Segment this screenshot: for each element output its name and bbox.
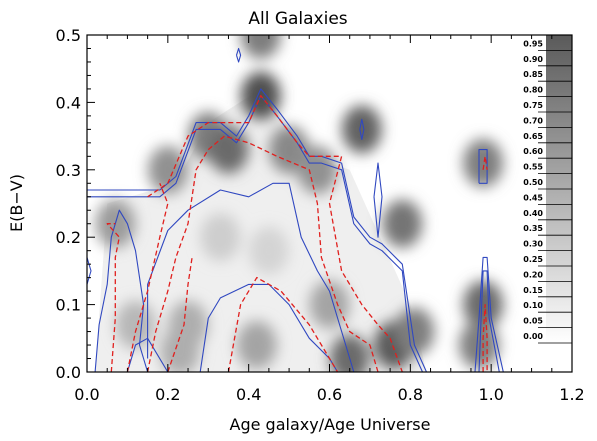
density-peak	[236, 321, 277, 370]
colorbar-label: 0.00	[523, 332, 543, 341]
density-peak	[309, 280, 350, 329]
density-peak	[394, 307, 435, 356]
density-peak	[341, 105, 382, 154]
chart-title: All Galaxies	[248, 9, 347, 29]
contour-dashed-red	[126, 183, 169, 372]
x-tick-label: 1.0	[478, 385, 503, 404]
contour-solid-blue	[126, 337, 169, 372]
y-tick-label: 0.3	[56, 161, 81, 180]
contour-dashed-red	[146, 135, 379, 372]
x-tick-label: 0.2	[155, 385, 180, 404]
x-tick-label: 0.0	[74, 385, 99, 404]
contour-layer	[87, 47, 504, 372]
colorbar-label: 0.65	[523, 132, 543, 141]
colorbar-label: 0.80	[523, 86, 543, 95]
contour-solid-blue	[87, 88, 428, 372]
contour-dashed-red	[482, 155, 488, 170]
axes: 0.0 0.2 0.4 0.6 0.8 1.0 1.2 0.0 0.1 0.2 0.3 0.4 0.5	[56, 26, 585, 404]
density-peak	[459, 321, 500, 370]
x-axis-label: Age galaxy/Age Universe	[230, 415, 431, 434]
contour-solid-blue	[474, 256, 504, 372]
density-peak	[147, 145, 188, 194]
contour-dashed-red	[167, 257, 193, 372]
density-layer	[95, 35, 504, 372]
x-tick-label: 0.8	[398, 385, 423, 404]
colorbar-label: 0.15	[523, 286, 543, 295]
colorbar-label: 0.60	[523, 147, 543, 156]
contour-solid-blue	[87, 257, 92, 285]
y-tick-label: 0.2	[56, 228, 81, 247]
colorbar-label: 0.75	[523, 101, 543, 110]
contour-dashed-red	[106, 223, 120, 372]
contour-solid-blue	[94, 209, 149, 372]
contour-solid-blue	[478, 270, 500, 372]
colorbar-label: 0.95	[523, 39, 543, 48]
contour-solid-blue	[147, 182, 355, 372]
colorbar-label: 0.05	[523, 317, 543, 326]
colorbar-label: 0.45	[523, 193, 543, 202]
contour-dashed-red	[227, 276, 339, 372]
density-blobs	[95, 35, 504, 372]
density-peak	[463, 139, 504, 188]
y-axis-label: E(B−V)	[7, 174, 26, 232]
density-peak	[240, 35, 281, 59]
colorbar-label: 0.20	[523, 270, 543, 279]
y-tick-label: 0.1	[56, 296, 81, 315]
colorbar: 0.95 0.90 0.85 0.80 0.75 0.70 0.65 0.60 0.55 0.50…	[520, 35, 572, 344]
colorbar-label: 0.35	[523, 224, 543, 233]
colorbar-label: 0.10	[523, 301, 543, 310]
contour-solid-blue	[359, 118, 365, 141]
density-peak	[159, 327, 200, 372]
density-peak	[329, 334, 370, 372]
colorbar-label: 0.85	[523, 70, 543, 79]
density-peak	[208, 125, 249, 174]
colorbar-label: 0.50	[523, 178, 543, 187]
contour-solid-blue	[478, 149, 488, 184]
x-tick-label: 1.2	[559, 385, 584, 404]
x-tick-label: 0.4	[236, 385, 261, 404]
density-peak	[463, 280, 504, 329]
x-tick-label: 0.6	[317, 385, 342, 404]
y-tick-label: 0.5	[56, 26, 81, 45]
colorbar-label: 0.55	[523, 163, 543, 172]
density-peak	[382, 199, 423, 248]
colorbar-label: 0.70	[523, 116, 543, 125]
contour-dashed-red	[482, 303, 488, 372]
y-tick-label: 0.0	[56, 363, 81, 382]
density-peak	[115, 300, 156, 349]
y-tick-label: 0.4	[56, 93, 81, 112]
colorbar-label: 0.40	[523, 209, 543, 218]
contour-dashed-red	[147, 95, 403, 372]
density-peak	[200, 213, 241, 262]
contour-solid-blue	[373, 162, 383, 238]
density-peak	[248, 226, 289, 275]
colorbar-label: 0.25	[523, 255, 543, 264]
colorbar-label: 0.30	[523, 240, 543, 249]
contour-solid-blue	[235, 47, 242, 63]
colorbar-label: 0.90	[523, 55, 543, 64]
